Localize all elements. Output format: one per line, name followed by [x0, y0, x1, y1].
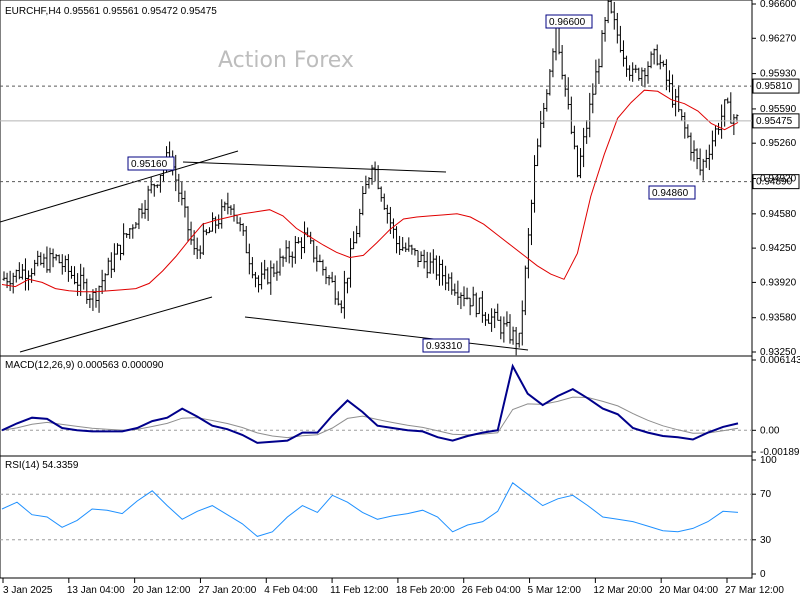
callout-box [648, 185, 696, 200]
macd-panel-frame [0, 355, 753, 457]
x-axis-label: 3 Jan 2025 [3, 585, 53, 596]
callout-label: 0.94860 [652, 188, 689, 199]
macd-axis: 0.006143 0.00 -0.001896 [752, 355, 800, 458]
rsi-axis: 100 70 30 0 [752, 455, 777, 580]
callout-box [545, 14, 593, 29]
rsi-line-path [1, 482, 739, 537]
rsi-axis-label: 70 [760, 489, 772, 500]
macd-axis-label: 0.006143 [760, 355, 800, 366]
triangle-lower-line [244, 316, 529, 351]
macd-axis-label: 0.00 [760, 425, 780, 436]
price-axis-label: 0.95590 [760, 104, 797, 115]
price-level-label: 0.95475 [756, 116, 793, 127]
rsi-axis-label: 30 [760, 535, 772, 546]
price-axis-label: 0.93250 [760, 347, 797, 358]
x-axis-label: 5 Mar 12:00 [528, 585, 582, 596]
price-level-tag [752, 174, 800, 190]
callout-box [422, 338, 470, 353]
rsi-panel-frame [0, 455, 753, 579]
macd-lines [1, 363, 739, 444]
macd-panel-title: MACD(12,26,9) 0.000563 0.000090 [5, 360, 164, 371]
x-axis-label: 20 Mar 04:00 [659, 585, 718, 596]
price-panel-title: EURCHF,H4 0.95561 0.95561 0.95472 0.9547… [5, 6, 217, 17]
price-level-tag [752, 113, 800, 129]
callout-box [127, 156, 175, 171]
x-axis: 3 Jan 2025 13 Jan 04:00 20 Jan 12:00 27 Jan… [2, 578, 784, 596]
callout-label: 0.93310 [426, 341, 463, 352]
price-axis: 0.96600 0.96270 0.95930 0.95590 0.95260 0.949… [752, 0, 797, 358]
watermark: Action Forex [218, 48, 354, 73]
price-axis-label: 0.94250 [760, 243, 797, 254]
callout-label: 0.96600 [549, 17, 586, 28]
price-axis-label: 0.95930 [760, 69, 797, 80]
x-axis-label: 4 Feb 04:00 [264, 585, 318, 596]
price-axis-label: 0.93580 [760, 313, 797, 324]
price-ma [1, 89, 739, 293]
price-axis-label: 0.94580 [760, 209, 797, 220]
x-axis-label: 13 Jan 04:00 [67, 585, 125, 596]
price-axis-label: 0.94920 [760, 174, 797, 185]
rsi-line [1, 482, 739, 537]
x-axis-label: 27 Jan 20:00 [198, 585, 256, 596]
price-level-label: 0.94890 [756, 177, 793, 188]
triangle-upper-line [182, 161, 447, 173]
price-level-label: 0.95810 [756, 81, 793, 92]
x-axis-label: 26 Feb 04:00 [462, 585, 521, 596]
x-axis-label: 11 Feb 12:00 [330, 585, 389, 596]
price-level-tag [752, 78, 800, 94]
x-axis-label: 18 Feb 20:00 [396, 585, 455, 596]
price-callouts: 0.96600 0.95160 0.93310 0.94860 [127, 14, 696, 353]
rsi-panel: RSI(14) 54.3359 [0, 455, 753, 579]
rsi-axis-label: 0 [760, 569, 766, 580]
callout-label: 0.95160 [131, 159, 168, 170]
price-panel: EURCHF,H4 0.95561 0.95561 0.95472 0.9547… [0, 0, 753, 357]
price-bars [2, 0, 739, 356]
price-axis-label: 0.93920 [760, 277, 797, 288]
price-axis-label: 0.95260 [760, 138, 797, 149]
macd-main-line [1, 363, 739, 444]
x-axis-label: 12 Mar 20:00 [593, 585, 652, 596]
x-axis-label: 20 Jan 12:00 [133, 585, 191, 596]
price-axis-label: 0.96270 [760, 33, 797, 44]
channel-lower-line [19, 296, 213, 353]
price-ma-line [1, 89, 739, 293]
rsi-axis-label: 100 [760, 455, 777, 466]
macd-axis-label: -0.001896 [760, 447, 800, 458]
price-levels: 0.95810 0.94890 0.95475 [0, 78, 800, 190]
price-axis-label: 0.96600 [760, 0, 797, 10]
macd-panel: MACD(12,26,9) 0.000563 0.000090 [0, 355, 753, 457]
rsi-grid [0, 493, 752, 541]
trendline-group [0, 150, 529, 353]
x-axis-label: 27 Mar 12:00 [725, 585, 784, 596]
rsi-panel-title: RSI(14) 54.3359 [5, 460, 79, 471]
price-panel-frame [0, 0, 753, 357]
